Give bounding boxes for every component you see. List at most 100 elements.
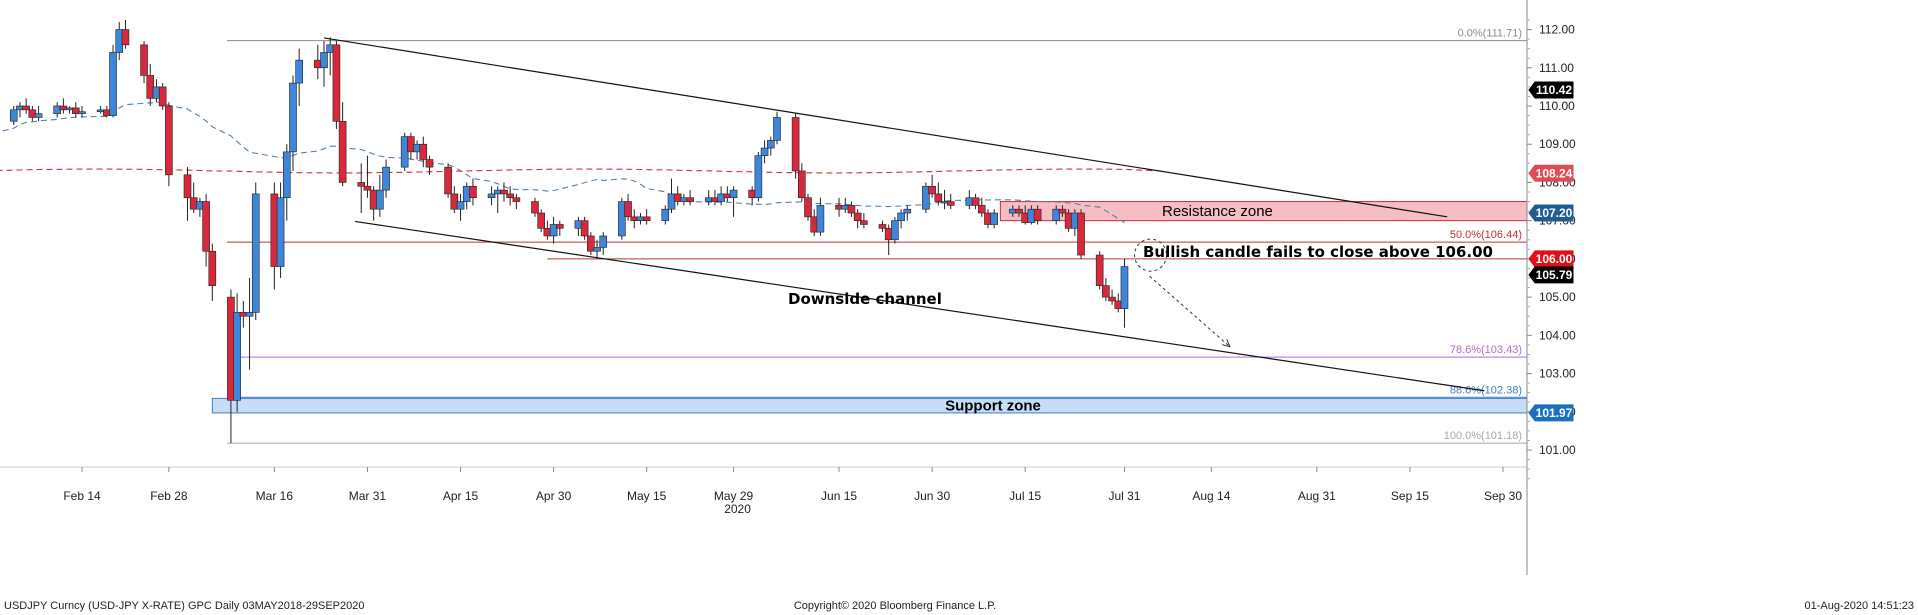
candle-body <box>580 220 589 237</box>
price-badge-label: 105.79 <box>1536 268 1573 282</box>
candle-body <box>971 197 980 206</box>
projection-arrow-head <box>1222 339 1231 348</box>
candle-body <box>121 29 130 46</box>
x-tick-label: May 15 <box>627 489 667 503</box>
x-tick-label: Jul 15 <box>1009 489 1041 503</box>
candle-body <box>878 224 887 229</box>
candle-body <box>531 201 539 214</box>
resistance-zone-label: Resistance zone <box>1162 203 1273 220</box>
x-tick-label: Mar 31 <box>349 489 387 503</box>
candle-body <box>1033 208 1042 221</box>
candle-body <box>376 189 384 210</box>
fib-level-label: 88.6%(102.38) <box>1450 384 1522 396</box>
candle-body <box>618 201 626 237</box>
x-tick-label: Aug 31 <box>1298 489 1336 503</box>
candle-body <box>140 44 148 76</box>
candle-body <box>1015 208 1023 214</box>
support-zone-label: Support zone <box>945 398 1041 415</box>
candle-body <box>686 197 694 202</box>
candle-body <box>760 147 769 156</box>
candle-body <box>109 52 117 116</box>
candle-body <box>487 193 496 199</box>
candle-body <box>549 224 558 237</box>
candle-body <box>853 212 862 221</box>
candle-body <box>897 212 905 221</box>
candle-body <box>847 205 856 214</box>
x-tick-label: Apr 30 <box>536 489 572 503</box>
y-tick-label: 101.00 <box>1539 443 1576 457</box>
candle-body <box>357 182 366 187</box>
x-tick-label: Aug 14 <box>1192 489 1230 503</box>
bullish-candle-annotation: Bullish candle fails to close above 106.… <box>1143 243 1493 261</box>
y-tick-label: 103.00 <box>1539 367 1576 381</box>
candle-body <box>419 143 428 160</box>
candle-body <box>245 312 254 317</box>
candle-body <box>661 208 670 221</box>
fib-level-label: 100.0%(101.18) <box>1444 430 1522 442</box>
x-tick-label: Sep 30 <box>1484 489 1522 503</box>
y-tick-label: 112.00 <box>1539 23 1575 37</box>
x-tick-label: Apr 15 <box>443 489 479 503</box>
price-badge <box>1528 250 1574 268</box>
footer-ticker-info: USDJPY Curncy (USD-JPY X-RATE) GPC Daily… <box>4 600 364 612</box>
x-tick-label: Sep 15 <box>1391 489 1429 503</box>
price-badge <box>1528 164 1574 182</box>
candle-body <box>642 216 651 221</box>
candles-layer <box>9 20 1129 444</box>
candle-body <box>78 111 86 114</box>
price-badge <box>1528 266 1574 284</box>
candle-body <box>71 107 80 114</box>
year-label: 2020 <box>724 502 751 516</box>
candle-body <box>946 201 955 206</box>
channel-line <box>323 37 1448 218</box>
candle-body <box>791 117 800 172</box>
candle-body <box>382 166 390 191</box>
candle-body <box>425 159 434 168</box>
candle-body <box>816 205 825 233</box>
candle-body <box>537 212 545 229</box>
candle-body <box>593 247 601 252</box>
price-badge <box>1528 404 1574 422</box>
x-tick-label: Mar 16 <box>256 489 294 503</box>
x-tick-label: Jun 15 <box>821 489 857 503</box>
candle-body <box>754 155 763 199</box>
fib-levels-layer: 0.0%(111.71) 50.0%(106.44) 78.6%(103.43) 88… <box>227 28 1527 444</box>
x-tick-label: Feb 14 <box>63 489 101 503</box>
candle-body <box>990 212 998 225</box>
candle-body <box>1108 296 1116 302</box>
candle-body <box>1120 266 1129 309</box>
candle-body <box>624 201 632 218</box>
candle-body <box>766 140 775 149</box>
candle-body <box>1052 208 1061 221</box>
footer-copyright: Copyright© 2020 Bloomberg Finance L.P. <box>794 600 996 612</box>
support-zone-band <box>211 397 1528 414</box>
fib-level-label: 78.6%(103.43) <box>1450 344 1522 356</box>
candle-body <box>556 224 564 229</box>
candle-body <box>773 117 781 141</box>
candle-body <box>276 197 285 267</box>
candle-body <box>165 105 173 176</box>
candle-body <box>444 166 452 195</box>
candle-body <box>320 52 328 69</box>
candle-body <box>22 105 30 111</box>
x-tick-label: Feb 28 <box>150 489 188 503</box>
highlight-circle <box>1134 238 1168 272</box>
candle-body <box>282 151 291 199</box>
candle-body <box>469 185 477 199</box>
price-badge-label: 108.24 <box>1536 166 1573 180</box>
x-tick-label: May 29 <box>714 489 754 503</box>
x-tick-label: Jul 31 <box>1108 489 1140 503</box>
price-badge <box>1528 81 1574 99</box>
candle-body <box>506 193 514 199</box>
overlay-layer <box>323 37 1485 392</box>
candle-body <box>891 220 899 241</box>
axes-layer: 101.00102.00103.00104.00105.00106.00107.… <box>0 0 1576 575</box>
candle-body <box>804 197 812 218</box>
candle-body <box>1102 285 1110 298</box>
candle-body <box>289 82 297 153</box>
candle-body <box>202 201 210 252</box>
candle-body <box>9 109 18 122</box>
candle-body <box>512 197 521 202</box>
